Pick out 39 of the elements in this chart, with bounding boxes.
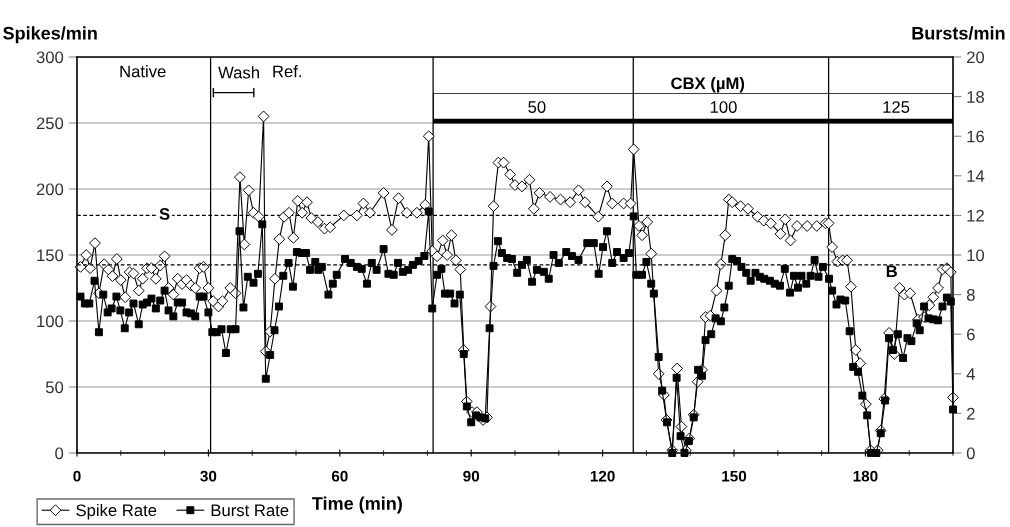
y2-tick-label: 18 bbox=[967, 91, 985, 103]
annotation: CBX (µM) bbox=[671, 76, 745, 93]
ref-line-label: S bbox=[159, 208, 170, 220]
y2-tick-label: 4 bbox=[966, 368, 975, 380]
y2-tick-label: 6 bbox=[967, 328, 975, 341]
y-tick-label: 50 bbox=[45, 381, 64, 394]
x-tick-label: 120 bbox=[590, 470, 615, 482]
y2-tick-label: 0 bbox=[966, 447, 975, 460]
y-tick-label: 150 bbox=[37, 249, 64, 262]
y-tick-label: 100 bbox=[37, 315, 64, 328]
y2-tick-label: 8 bbox=[966, 289, 975, 301]
y2-tick-label: 10 bbox=[967, 249, 985, 262]
y-axis-title: Spikes/min bbox=[3, 26, 97, 44]
x-tick-label: 90 bbox=[463, 470, 480, 482]
annotation: Ref. bbox=[273, 65, 301, 78]
x-tick-label: 150 bbox=[722, 470, 747, 482]
ref-line-label: B bbox=[886, 265, 897, 277]
x-tick-label: 0 bbox=[73, 470, 81, 482]
y2-tick-label: 20 bbox=[967, 51, 985, 64]
x-tick-label: 60 bbox=[331, 470, 348, 482]
x-tick-label: 30 bbox=[200, 470, 217, 482]
y2-tick-label: 16 bbox=[967, 130, 984, 143]
annotation: 125 bbox=[883, 101, 910, 113]
annotation: 50 bbox=[528, 101, 546, 113]
y2-tick-label: 2 bbox=[967, 407, 975, 420]
x-tick-label: 180 bbox=[853, 470, 878, 482]
y-tick-label: 250 bbox=[36, 117, 64, 130]
legend-label: Burst Rate bbox=[211, 504, 289, 517]
y2-tick-label: 14 bbox=[967, 170, 985, 182]
annotation: 100 bbox=[710, 101, 737, 113]
y2-tick-label: 12 bbox=[967, 209, 984, 222]
y-tick-label: 300 bbox=[36, 51, 64, 64]
y2-axis-title: Bursts/min bbox=[912, 26, 1005, 40]
annotation: Native bbox=[120, 65, 166, 78]
x-axis-title: Time (min) bbox=[312, 496, 402, 514]
y-tick-label: 0 bbox=[55, 447, 64, 460]
y-tick-label: 200 bbox=[36, 183, 64, 196]
legend-label: Spike Rate bbox=[76, 503, 157, 520]
annotation: Wash bbox=[218, 66, 259, 79]
